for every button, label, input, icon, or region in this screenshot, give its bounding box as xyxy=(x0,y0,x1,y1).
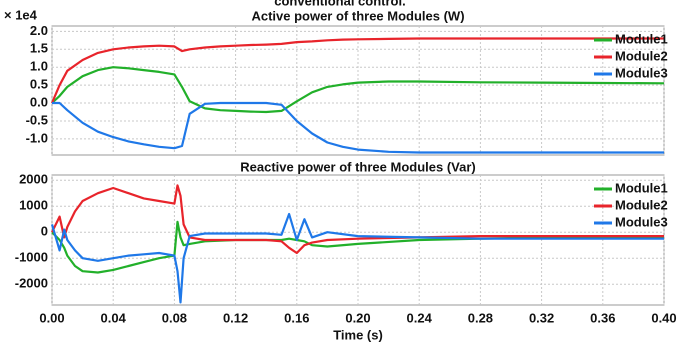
y-tick-label: 0 xyxy=(41,224,48,239)
y-tick-label: 0.0 xyxy=(30,94,48,109)
y-tick-label: 1.5 xyxy=(30,41,48,56)
y-tick-label: -1.0 xyxy=(26,130,48,145)
y-tick-label: 0.5 xyxy=(30,77,48,92)
x-tick-label: 0.28 xyxy=(468,310,493,325)
series-line xyxy=(51,220,664,274)
y-tick-label: -0.5 xyxy=(26,112,48,127)
series-line xyxy=(51,66,665,114)
y-tick-label: 2.0 xyxy=(30,23,48,38)
x-tick-label: 0.40 xyxy=(651,310,676,325)
legend-label: Module1 xyxy=(615,31,668,46)
legend-label: Module3 xyxy=(615,214,668,229)
caption: conventional control. xyxy=(274,0,405,8)
chart-title: Active power of three Modules (W) xyxy=(251,8,464,23)
series-line xyxy=(50,212,664,304)
x-tick-label: 0.32 xyxy=(529,310,554,325)
chart-title: Reactive power of three Modules (Var) xyxy=(240,159,476,174)
x-tick-label: 0.00 xyxy=(39,310,64,325)
legend-label: Module3 xyxy=(615,65,668,80)
legend-label: Module2 xyxy=(615,48,668,63)
series-line xyxy=(50,37,664,104)
y-scale-label: × 1e4 xyxy=(4,7,38,22)
x-tick-label: 0.16 xyxy=(284,310,309,325)
y-tick-label: -1000 xyxy=(15,250,48,265)
series-line xyxy=(52,101,664,154)
x-tick-label: 0.20 xyxy=(345,310,370,325)
legend-label: Module1 xyxy=(615,180,668,195)
x-tick-label: 0.36 xyxy=(590,310,615,325)
x-tick-label: 0.24 xyxy=(407,310,433,325)
x-tick-label: 0.04 xyxy=(101,310,127,325)
y-tick-label: 1.0 xyxy=(30,59,48,74)
x-axis-label: Time (s) xyxy=(333,327,383,342)
y-tick-label: 2000 xyxy=(19,172,48,187)
y-tick-label: 1000 xyxy=(19,198,48,213)
legend-label: Module2 xyxy=(615,197,668,212)
y-tick-label: -2000 xyxy=(15,276,48,291)
x-tick-label: 0.12 xyxy=(223,310,248,325)
x-tick-label: 0.08 xyxy=(162,310,187,325)
